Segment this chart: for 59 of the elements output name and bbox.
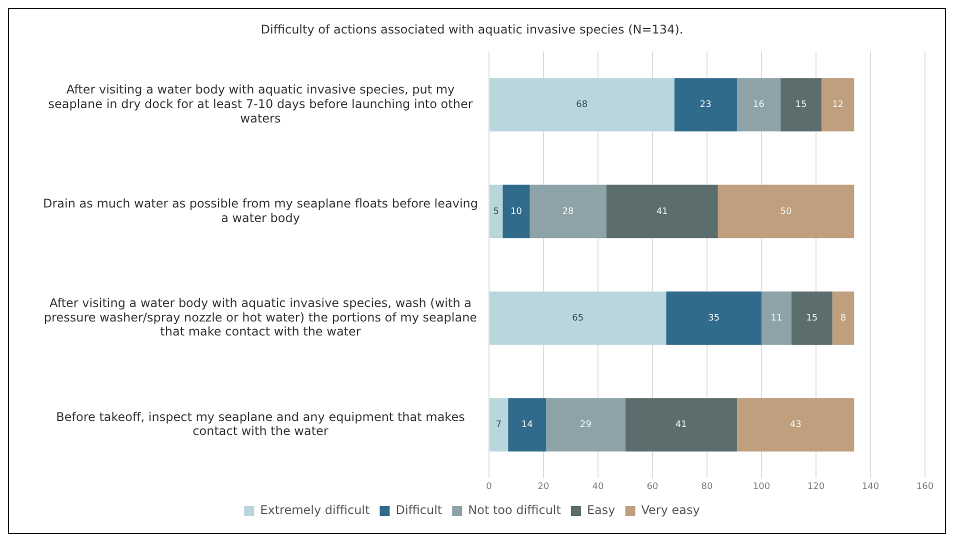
legend-label: Difficult	[396, 503, 442, 518]
data-label: 43	[790, 420, 802, 430]
x-tick-label: 60	[646, 482, 658, 492]
x-tick-label: 140	[862, 482, 880, 492]
bar	[502, 184, 530, 238]
bar	[821, 78, 854, 132]
bar	[625, 398, 737, 452]
data-label: 8	[840, 313, 846, 324]
y-tick-label: After visiting a water body with aquatic invasive species, put my seaplane in dry dock for at least 7-10 days before launching into other waters	[48, 82, 473, 126]
bar	[490, 78, 674, 132]
data-label: 29	[580, 420, 592, 430]
bar	[832, 291, 854, 345]
bar	[736, 398, 854, 452]
legend-label: Extremely difficult	[260, 503, 370, 518]
x-tick-label: 160	[916, 482, 934, 492]
legend-label: Not too difficult	[468, 503, 562, 518]
bar	[490, 398, 508, 452]
x-tick-label: 0	[486, 482, 492, 492]
y-tick-label: After visiting a water body with aquatic invasive species, wash (with a pressure washer/spray nozzle or hot water) the portions of my seaplane that make contact with the water	[44, 296, 478, 339]
bar	[780, 78, 822, 132]
bar	[674, 78, 737, 132]
bar	[530, 184, 606, 238]
legend-label: Easy	[586, 503, 616, 518]
data-label: 35	[708, 313, 720, 324]
data-label: 12	[832, 100, 844, 110]
data-label: 41	[656, 206, 668, 217]
data-label: 65	[572, 313, 584, 324]
x-tick-label: 20	[538, 482, 550, 492]
data-label: 14	[521, 420, 534, 430]
y-tick-label: Drain as much water as possible from my seaplane floats before leaving a water body	[42, 196, 478, 225]
data-label: 5	[493, 206, 499, 217]
data-label: 10	[510, 206, 522, 217]
data-label: 50	[780, 206, 792, 217]
legend-label: Very easy	[641, 503, 700, 518]
data-label: 41	[675, 420, 687, 430]
bar	[762, 291, 792, 345]
bar	[490, 291, 666, 345]
bar	[791, 291, 832, 345]
x-tick-label: 120	[807, 482, 825, 492]
bar	[546, 398, 626, 452]
bar	[490, 184, 503, 238]
data-label: 15	[795, 100, 807, 110]
bar	[508, 398, 546, 452]
data-label: 11	[770, 313, 782, 324]
bar	[736, 78, 781, 132]
bar	[606, 184, 718, 238]
data-label: 23	[700, 100, 712, 110]
data-label: 7	[496, 420, 502, 430]
x-tick-label: 40	[592, 482, 604, 492]
data-label: 28	[562, 206, 574, 217]
data-label: 16	[753, 100, 765, 110]
bar	[718, 184, 854, 238]
chart-title: Difficulty of actions associated with aquatic invasive species (N=134).	[260, 22, 684, 36]
bar	[666, 291, 762, 345]
x-tick-label: 100	[752, 482, 770, 492]
data-label: 15	[806, 313, 818, 324]
x-tick-label: 80	[701, 482, 713, 492]
y-tick-label: Before takeoff, inspect my seaplane and any equipment that makes contact with the water	[56, 410, 465, 438]
data-label: 68	[576, 100, 588, 110]
